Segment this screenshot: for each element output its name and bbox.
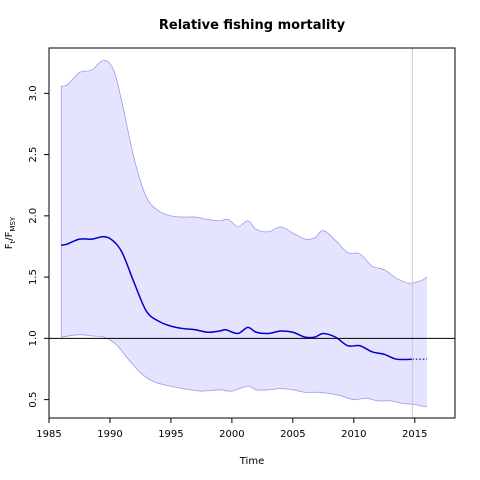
- series-layer: [61, 235, 427, 361]
- y-tick-label: 0.5: [28, 392, 39, 408]
- y-tick-label: 1.5: [28, 269, 39, 285]
- y-tick-label: 3.0: [28, 85, 39, 101]
- x-tick-label: 1985: [36, 429, 61, 440]
- x-tick-label: 2010: [341, 429, 366, 440]
- y-axis-label-sub1: t: [9, 240, 17, 243]
- x-tick-label: 1990: [97, 429, 122, 440]
- x-tick-label: 2015: [402, 429, 427, 440]
- plot-frame: [48, 47, 456, 419]
- y-axis-label-mid: /F: [4, 231, 15, 240]
- x-tick-label: 2000: [219, 429, 244, 440]
- confidence-band: [61, 60, 427, 407]
- chart-title: Relative fishing mortality: [159, 18, 346, 33]
- lower-bound-line: [61, 334, 428, 408]
- x-axis: 1985 1990 1995 2000 2005 2010 2015: [36, 418, 427, 440]
- upper-bound-line: [61, 59, 428, 284]
- y-axis: 0.5 1.0 1.5 2.0 2.5 3.0: [28, 85, 49, 408]
- confidence-band-layer: [60, 59, 428, 408]
- x-tick-label: 1995: [158, 429, 183, 440]
- estimate-line: [61, 235, 413, 361]
- y-tick-label: 1.0: [28, 330, 39, 346]
- reference-layer: [49, 48, 455, 418]
- y-tick-label: 2.5: [28, 147, 39, 163]
- y-axis-label-sub2: MSY: [9, 216, 17, 231]
- y-tick-label: 2.0: [28, 208, 39, 224]
- x-tick-label: 2005: [280, 429, 305, 440]
- y-axis-label-base: F: [4, 243, 15, 249]
- x-axis-label: Time: [239, 456, 264, 467]
- y-axis-label: Ft/FMSY: [4, 216, 17, 249]
